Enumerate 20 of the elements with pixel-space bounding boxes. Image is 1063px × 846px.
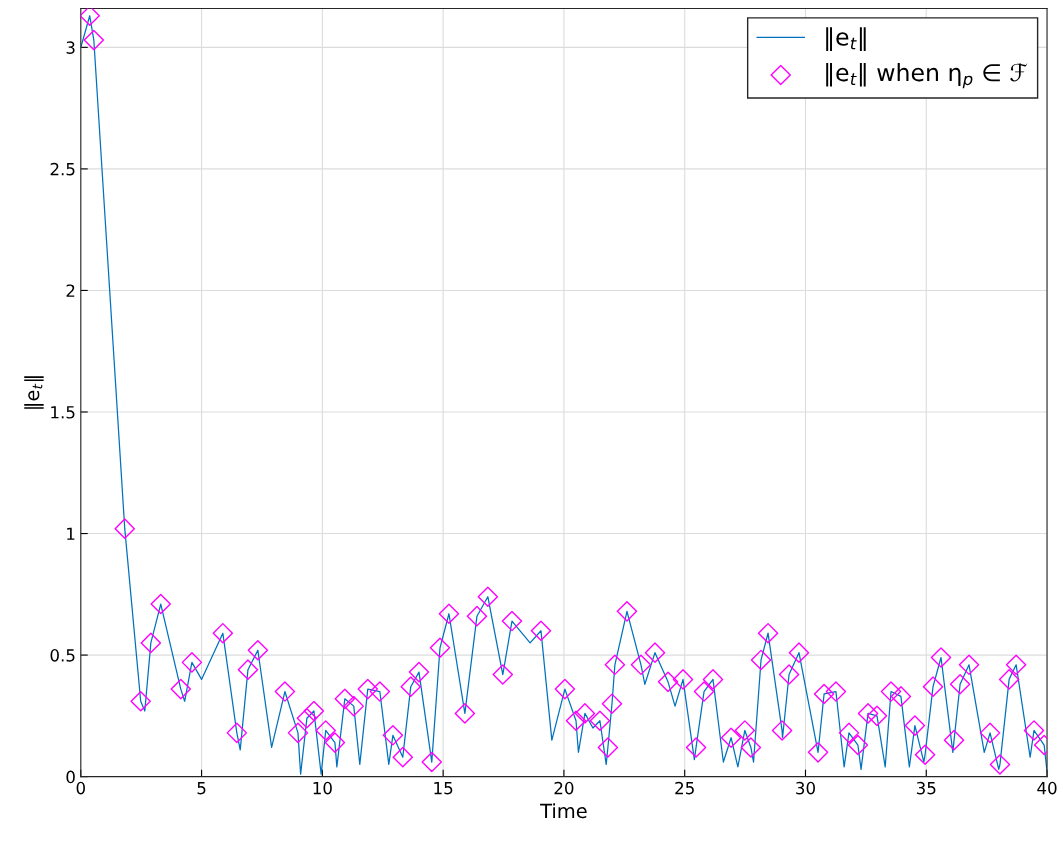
y-tick-label: 2.5 <box>50 162 75 176</box>
legend-label: ‖e$_{t}$‖ <box>826 27 866 51</box>
x-tick-label: 35 <box>916 781 936 795</box>
y-tick-label: 1 <box>67 527 75 540</box>
legend-label: ‖e$_{t}$‖ when η$_{p}$ ∈ ℱ <box>826 63 1028 89</box>
x-tick-label: 10 <box>313 781 332 795</box>
x-tick-label: 0 <box>76 781 85 795</box>
x-tick-label: 25 <box>675 781 694 795</box>
y-tick-label: 0.5 <box>50 649 75 662</box>
x-tick-label: 20 <box>554 781 574 795</box>
y-tick-label: 3 <box>66 41 75 54</box>
y-tick-label: 2 <box>66 284 75 297</box>
x-tick-label: 30 <box>796 781 815 795</box>
y-axis-title: ‖e$_{t}$‖ <box>24 376 44 409</box>
x-tick-label: 40 <box>1037 781 1057 795</box>
y-tick-label: 0 <box>66 770 75 784</box>
x-tick-label: 5 <box>197 782 206 795</box>
y-tick-label: 1.5 <box>51 406 75 419</box>
x-tick-label: 15 <box>434 782 453 795</box>
x-axis-title: Time <box>540 803 587 819</box>
